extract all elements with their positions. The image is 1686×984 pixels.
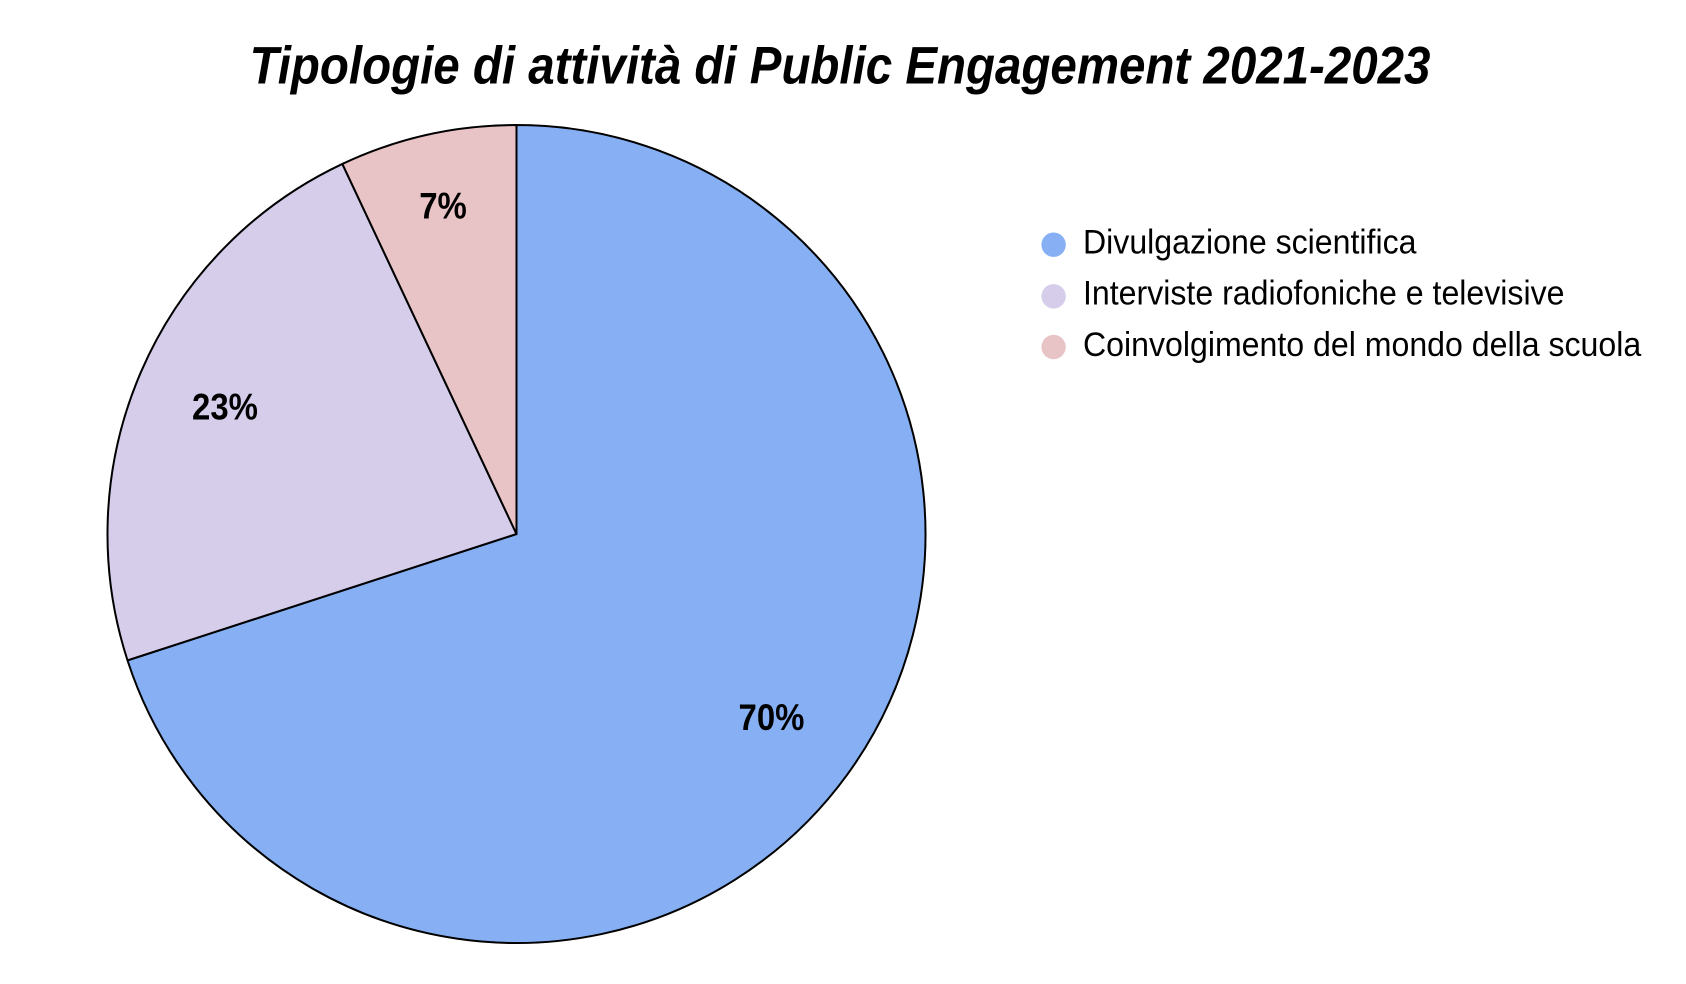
svg-text:Interviste radiofoniche e tele: Interviste radiofoniche e televisive (1083, 274, 1564, 312)
svg-text:70%: 70% (739, 697, 805, 738)
svg-text:Coinvolgimento del mondo della: Coinvolgimento del mondo della scuola (1083, 326, 1642, 364)
svg-text:Divulgazione scientifica: Divulgazione scientifica (1083, 224, 1417, 262)
svg-text:Tipologie di attività di Publi: Tipologie di attività di Public Engageme… (250, 35, 1431, 95)
svg-text:23%: 23% (192, 387, 258, 428)
svg-text:7%: 7% (419, 186, 467, 227)
